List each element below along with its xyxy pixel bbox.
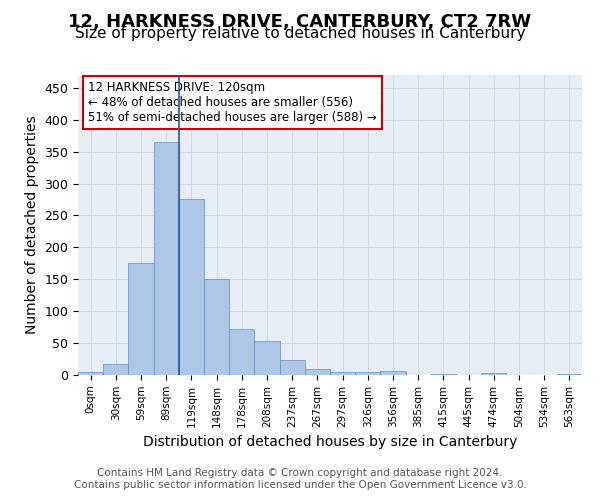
Text: 12, HARKNESS DRIVE, CANTERBURY, CT2 7RW: 12, HARKNESS DRIVE, CANTERBURY, CT2 7RW [68,12,532,30]
Y-axis label: Number of detached properties: Number of detached properties [25,116,39,334]
Bar [103,364,128,375]
Text: Size of property relative to detached houses in Canterbury: Size of property relative to detached ho… [75,26,525,41]
Bar [330,372,355,375]
Bar [305,370,330,375]
Bar [280,360,305,375]
Bar [431,374,456,375]
Text: Contains HM Land Registry data © Crown copyright and database right 2024.
Contai: Contains HM Land Registry data © Crown c… [74,468,526,490]
Bar [557,374,582,375]
Bar [481,373,506,375]
Bar [78,372,103,375]
Bar [179,200,204,375]
Bar [128,264,154,375]
Bar [154,142,179,375]
X-axis label: Distribution of detached houses by size in Canterbury: Distribution of detached houses by size … [143,435,517,449]
Bar [254,341,280,375]
Bar [355,372,380,375]
Bar [229,329,254,375]
Bar [380,371,406,375]
Bar [204,280,229,375]
Text: 12 HARKNESS DRIVE: 120sqm
← 48% of detached houses are smaller (556)
51% of semi: 12 HARKNESS DRIVE: 120sqm ← 48% of detac… [88,81,377,124]
